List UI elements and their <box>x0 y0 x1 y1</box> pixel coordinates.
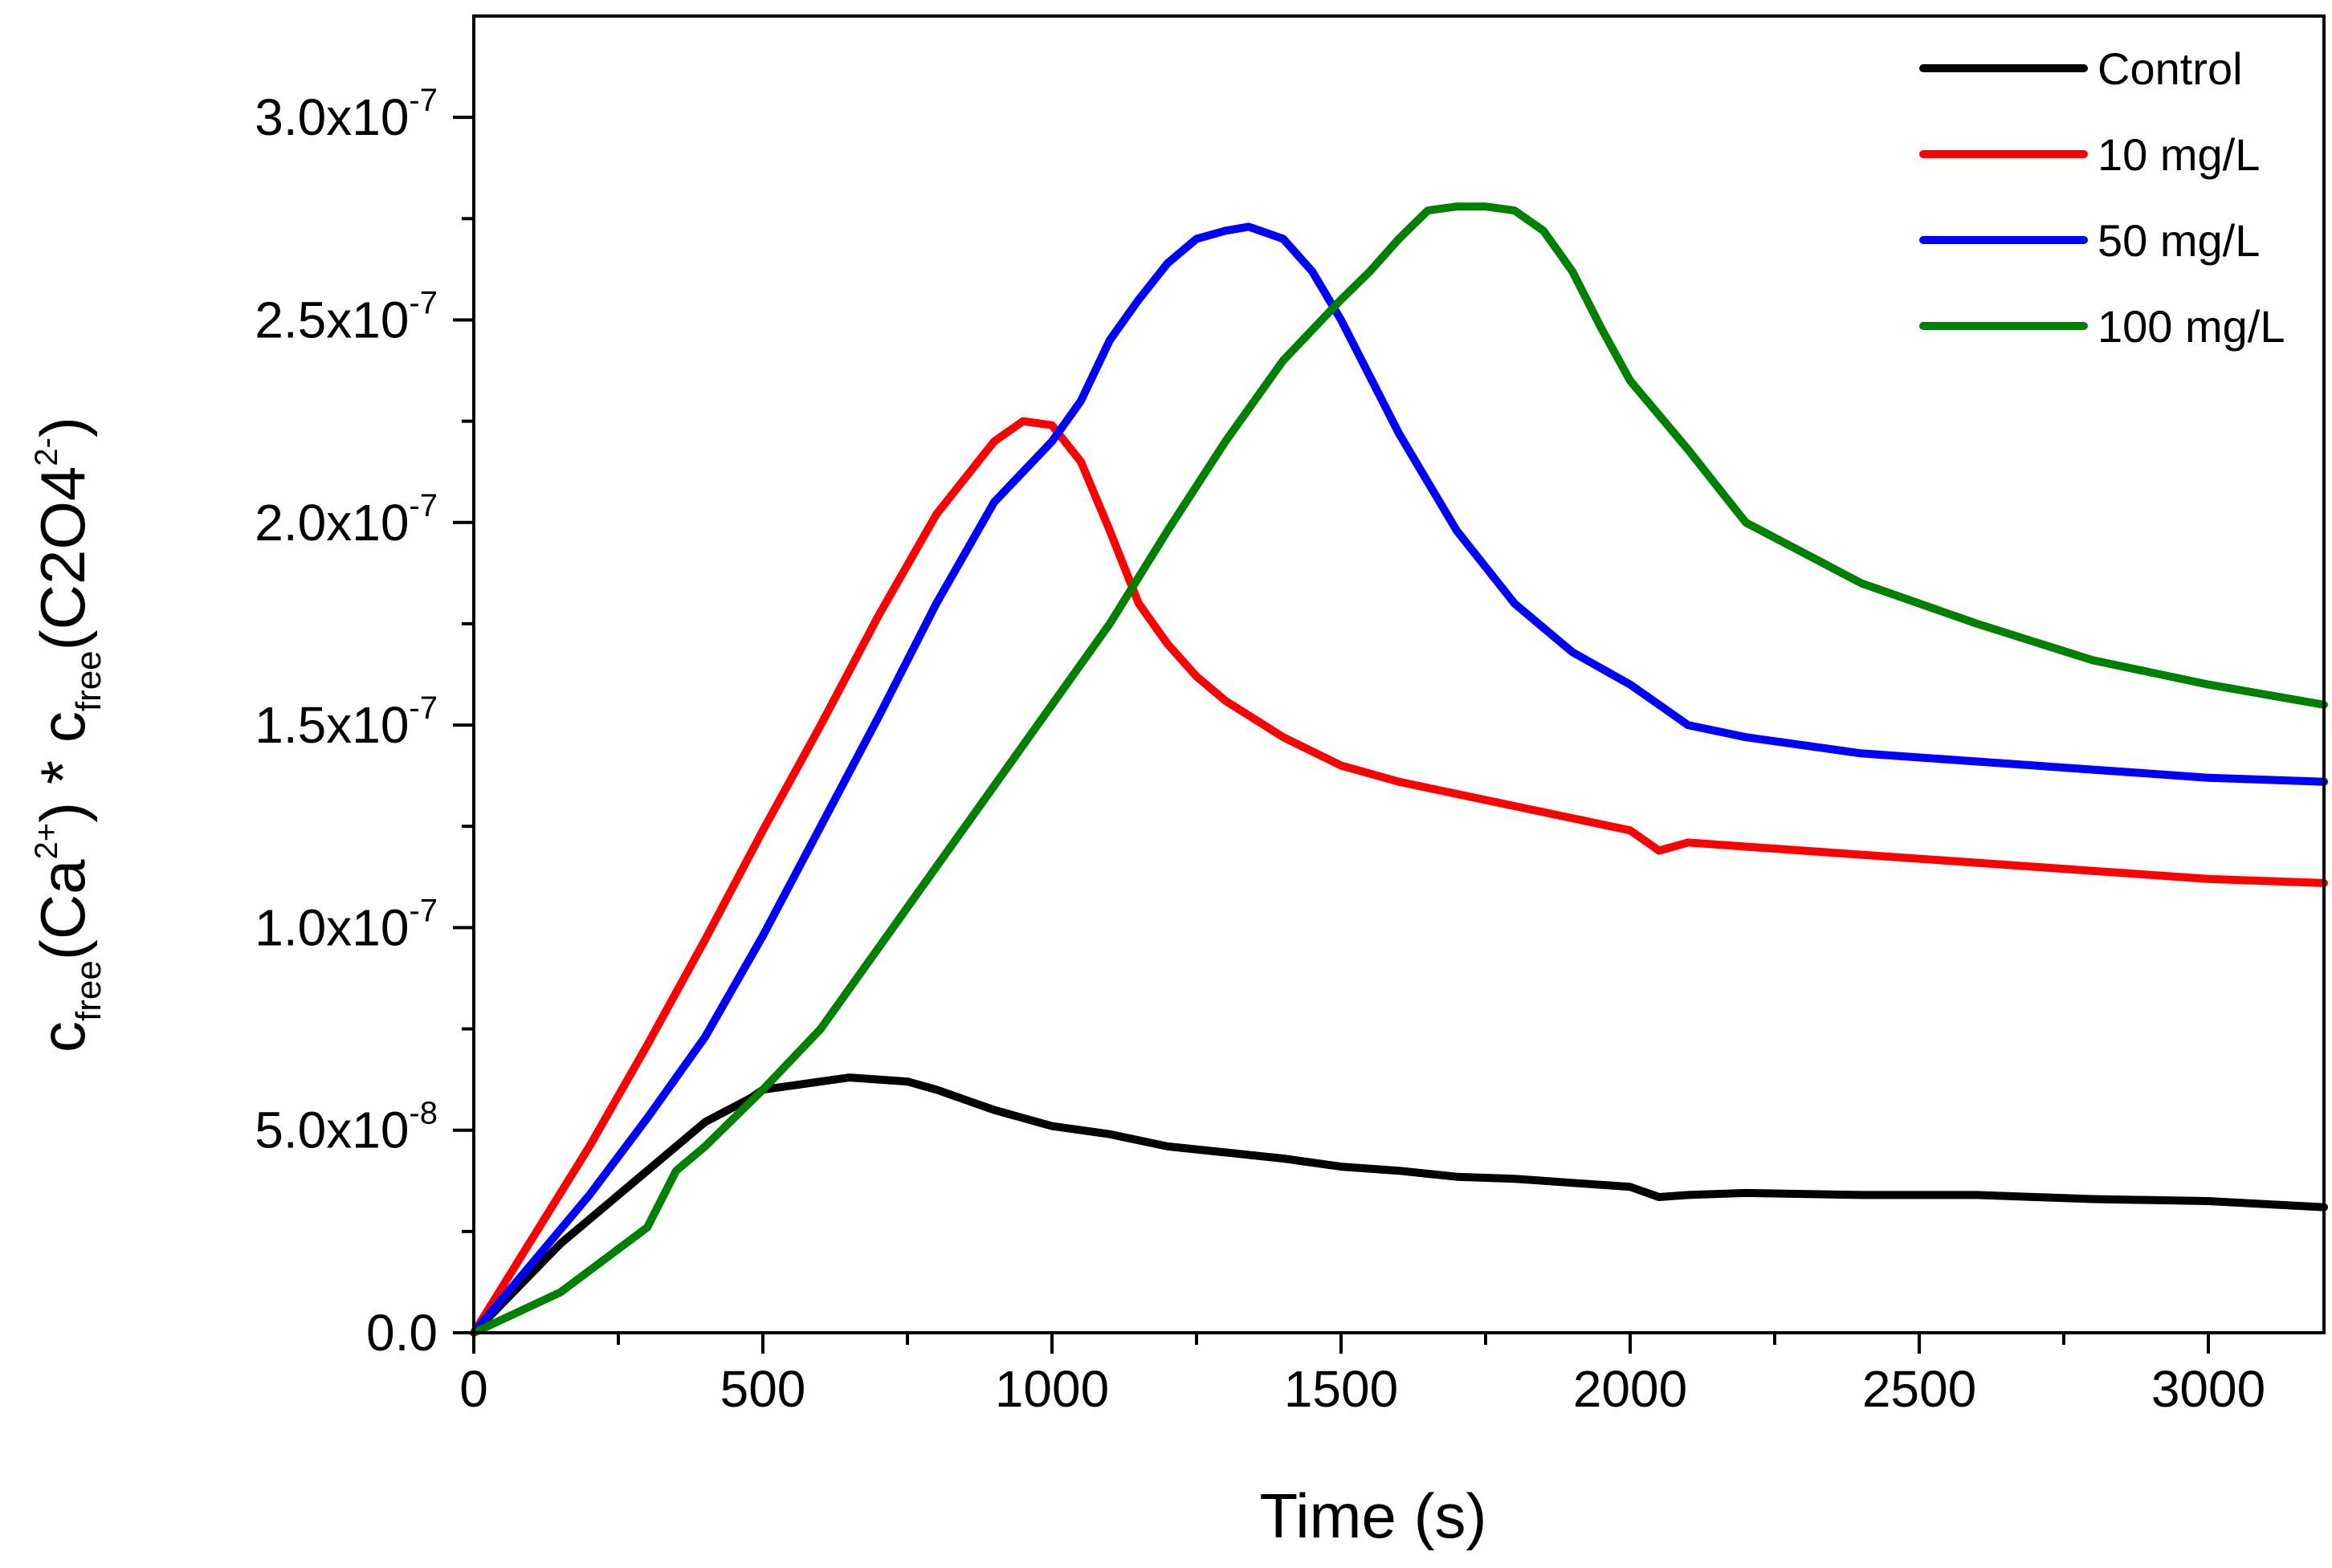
x-tick-label: 500 <box>720 1360 806 1418</box>
x-tick-label: 2000 <box>1573 1360 1687 1418</box>
legend-label-10-mg-l: 10 mg/L <box>2098 129 2260 180</box>
y-tick-label: 2.0x10-7 <box>255 488 438 552</box>
y-tick-label: 1.5x10-7 <box>255 690 438 754</box>
legend-label-100-mg-l: 100 mg/L <box>2098 301 2285 352</box>
y-tick-label: 0.0 <box>366 1304 438 1362</box>
axis-ticks <box>453 116 2210 1354</box>
y-tick-label: 1.0x10-7 <box>255 893 438 956</box>
axis-tick-labels: 0 500 1000 1500 2000 2500 3000 0.0 5.0x10-8 1.0x1… <box>255 83 2265 1418</box>
y-tick-label: 3.0x10-7 <box>255 83 438 146</box>
plot-frame <box>472 14 2326 1334</box>
x-tick-label: 1000 <box>995 1360 1109 1418</box>
plot-lines <box>470 202 2328 1337</box>
legend-label-50-mg-l: 50 mg/L <box>2098 215 2260 266</box>
y-tick-label: 2.5x10-7 <box>255 285 438 348</box>
x-tick-label: 0 <box>459 1360 488 1418</box>
x-tick-label: 1500 <box>1284 1360 1398 1418</box>
x-axis-title: Time (s) <box>1259 1480 1486 1551</box>
series-line-50-mg-l <box>470 222 2328 1337</box>
y-tick-label: 5.0x10-8 <box>255 1096 438 1159</box>
y-axis-title: cfree(Ca2+) * cfree(C2O42-) <box>27 417 108 1053</box>
legend: Control 10 mg/L 50 mg/L 100 mg/L <box>1919 43 2285 352</box>
series-line-100-mg-l <box>470 202 2328 1337</box>
x-tick-label: 3000 <box>2151 1360 2265 1418</box>
legend-label-control: Control <box>2098 43 2243 94</box>
x-tick-label: 2500 <box>1862 1360 1976 1418</box>
series-line-control <box>470 1073 2328 1337</box>
series-line-10-mg-l <box>470 417 2328 1337</box>
